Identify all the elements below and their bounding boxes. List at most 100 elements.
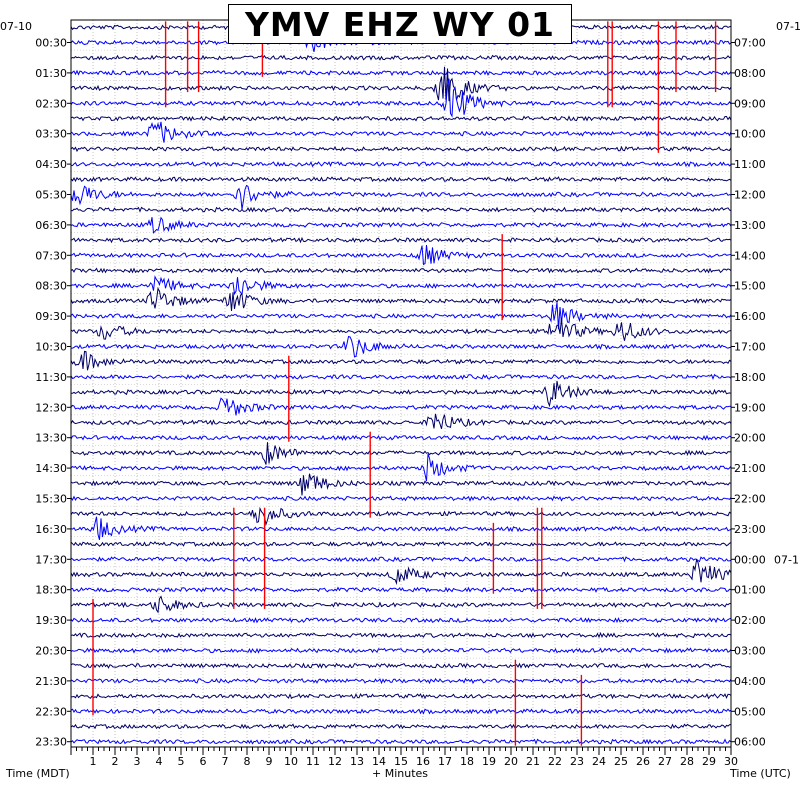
left-time-label: 05:30	[35, 189, 67, 202]
right-time-label: 04:00	[734, 675, 766, 688]
seismic-trace	[70, 662, 732, 669]
seismic-trace	[70, 69, 732, 77]
left-time-label: 14:30	[35, 462, 67, 475]
seismic-trace	[70, 161, 732, 168]
left-date-label: 07-10	[0, 20, 32, 33]
seismic-trace	[70, 54, 732, 61]
clip-layer	[92, 21, 717, 746]
right-time-label: 19:00	[734, 401, 766, 414]
x-tick-label: 11	[306, 755, 320, 768]
x-tick-label: 30	[724, 755, 738, 768]
seismic-trace	[70, 318, 732, 341]
right-time-label: 21:00	[734, 462, 766, 475]
seismic-trace	[70, 495, 732, 502]
x-tick-label: 9	[266, 755, 273, 768]
seismic-trace	[70, 647, 732, 654]
seismic-trace	[70, 738, 732, 745]
x-tick-label: 21	[526, 755, 540, 768]
seismic-trace	[70, 540, 732, 547]
seismic-trace	[70, 595, 732, 614]
seismic-trace	[70, 397, 732, 416]
left-time-label: 08:30	[35, 280, 67, 293]
x-tick-label: 2	[112, 755, 119, 768]
seismic-trace	[70, 335, 732, 358]
left-time-label: 12:30	[35, 401, 67, 414]
right-date-top-label: 07-1	[776, 20, 800, 33]
right-time-label: 23:00	[734, 523, 766, 536]
seismic-trace	[70, 442, 732, 465]
left-time-label: 22:30	[35, 705, 67, 718]
seismic-trace	[70, 115, 732, 122]
x-tick-label: 1	[90, 755, 97, 768]
right-time-label: 11:00	[734, 158, 766, 171]
seismic-trace	[70, 723, 732, 730]
x-tick-label: 14	[372, 755, 386, 768]
left-time-label: 20:30	[35, 645, 67, 658]
x-tick-label: 16	[416, 755, 430, 768]
seismic-trace	[70, 434, 732, 441]
x-tick-label: 15	[394, 755, 408, 768]
seismic-trace	[70, 350, 732, 371]
seismic-trace	[70, 244, 732, 266]
right-time-label: 09:00	[734, 97, 766, 110]
seismic-trace	[70, 216, 732, 234]
seismic-trace	[70, 66, 732, 102]
left-time-label: 19:30	[35, 614, 67, 627]
left-time-label: 10:30	[35, 341, 67, 354]
seismic-trace	[70, 692, 732, 700]
left-time-label: 02:30	[35, 97, 67, 110]
right-time-label: 07:00	[734, 37, 766, 50]
left-time-label: 23:30	[35, 736, 67, 749]
left-time-label: 15:30	[35, 493, 67, 506]
seismic-trace	[70, 206, 732, 213]
right-time-label: 17:00	[734, 341, 766, 354]
right-date-mid-label: 07-11	[774, 553, 800, 566]
x-tick-label: 23	[570, 755, 584, 768]
left-time-label: 13:30	[35, 432, 67, 445]
right-time-label: 02:00	[734, 614, 766, 627]
seismic-trace	[70, 302, 732, 330]
seismic-trace	[70, 184, 732, 210]
x-tick-label: 3	[134, 755, 141, 768]
seismic-trace	[70, 586, 732, 593]
seismic-trace	[70, 275, 732, 296]
left-time-label: 16:30	[35, 523, 67, 536]
x-tick-label: 25	[614, 755, 628, 768]
right-time-label: 12:00	[734, 189, 766, 202]
seismic-trace	[70, 631, 732, 639]
seismic-trace	[70, 617, 732, 624]
x-tick-label: 22	[548, 755, 562, 768]
left-time-label: 11:30	[35, 371, 67, 384]
right-time-label: 16:00	[734, 310, 766, 323]
x-tick-label: 29	[702, 755, 716, 768]
x-tick-label: 17	[438, 755, 452, 768]
right-time-label: 08:00	[734, 67, 766, 80]
right-time-label: 18:00	[734, 371, 766, 384]
seismic-trace	[70, 516, 732, 541]
right-time-label: 15:00	[734, 280, 766, 293]
left-time-label: 03:30	[35, 128, 67, 141]
seismic-trace	[70, 373, 732, 380]
right-time-label: 03:00	[734, 645, 766, 658]
seismic-trace	[70, 145, 732, 153]
seismic-trace	[70, 286, 732, 311]
left-axis-label: Time (MDT)	[5, 767, 70, 780]
right-time-label: 00:00	[734, 553, 766, 566]
seismic-trace	[70, 708, 732, 715]
left-time-label: 01:30	[35, 67, 67, 80]
right-time-label: 14:00	[734, 249, 766, 262]
left-time-label: 04:30	[35, 158, 67, 171]
right-time-label: 01:00	[734, 584, 766, 597]
seismic-trace	[70, 473, 732, 496]
x-tick-label: 13	[350, 755, 364, 768]
left-time-label: 06:30	[35, 219, 67, 232]
seismic-trace	[70, 556, 732, 563]
seismic-trace	[70, 413, 732, 429]
x-tick-label: 20	[504, 755, 518, 768]
seismic-trace	[70, 453, 732, 482]
seismic-trace	[70, 236, 732, 244]
right-time-label: 13:00	[734, 219, 766, 232]
right-axis-label: Time (UTC)	[729, 767, 791, 780]
x-ticks: 1 2 3 4 5 6 7 8 9 10 11 12 13 14 15 16 17 18 19 20 21 22 23 24 2…	[70, 747, 738, 768]
